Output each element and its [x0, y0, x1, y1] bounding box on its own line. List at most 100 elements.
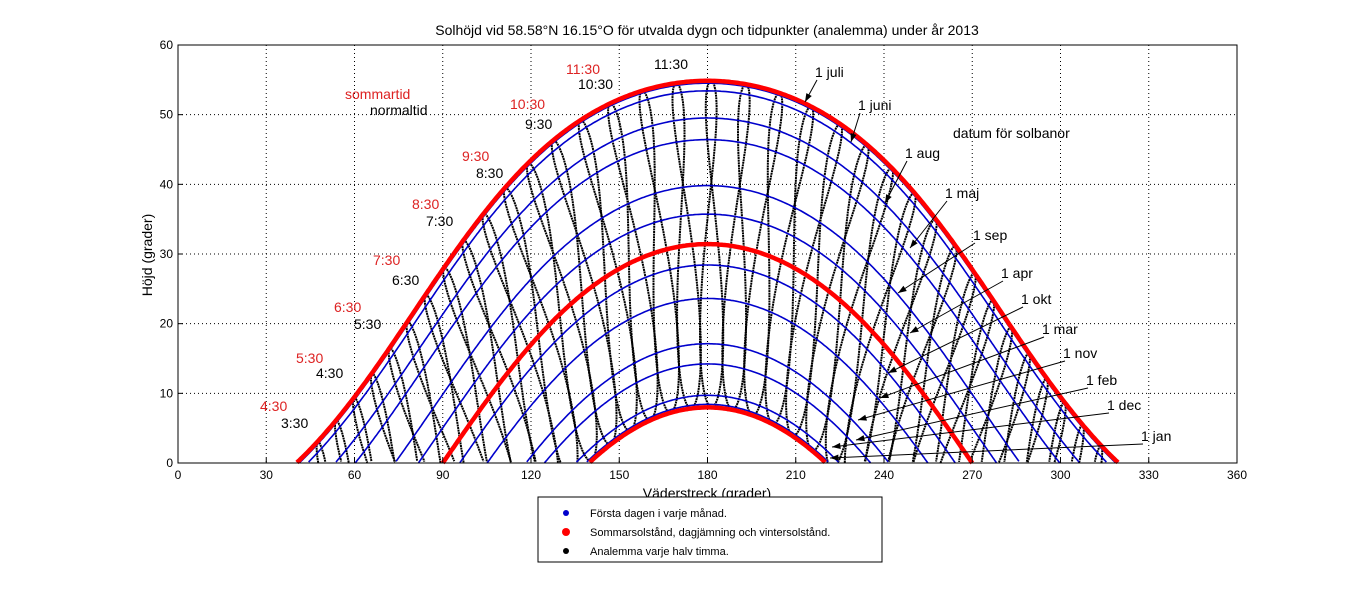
x-tick-label: 300 [1050, 468, 1070, 482]
sun-path-dagjämning [440, 241, 975, 465]
sun-path-sommarsolstånd [295, 78, 1120, 465]
x-tick-label: 150 [609, 468, 629, 482]
arrow-head-icon [830, 454, 839, 461]
normaltid-time-label: 7:30 [426, 213, 453, 229]
arrow-head-icon [850, 133, 857, 142]
normaltid-time-label: 8:30 [476, 165, 503, 181]
date-arrow [829, 443, 1144, 459]
x-tick-label: 210 [786, 468, 806, 482]
y-tick-label: 50 [160, 108, 174, 122]
sun-path-1-sep [395, 184, 1020, 462]
legend-label-analemma: Analemma varje halv timma. [590, 546, 729, 558]
normaltid-time-label: 9:30 [525, 116, 552, 132]
sommartid-time-label: 11:30 [566, 61, 600, 77]
sommartid-time-label: 9:30 [462, 148, 489, 164]
analemma-20-00 [1070, 423, 1085, 463]
x-tick-label: 180 [697, 468, 717, 482]
analemma-17-00 [912, 272, 977, 463]
date-arrow [855, 387, 1089, 441]
x-tick-label: 120 [521, 468, 541, 482]
y-tick-label: 20 [160, 317, 174, 331]
sun-path-1-okt [459, 264, 956, 464]
arrow-head-icon [856, 435, 865, 442]
sun-path-1-jan [586, 403, 829, 463]
sommartid-time-label: 10:30 [510, 96, 545, 112]
date-arrow [909, 200, 948, 249]
sun-path-1-dec [575, 394, 840, 463]
sun-path-1-juni [308, 89, 1107, 463]
analemma-7-00 [442, 266, 512, 463]
sun-path-vintersolstånd [588, 405, 827, 464]
legend: Första dagen i varje månad. Sommarsolstå… [537, 496, 883, 563]
sommartid-time-label: 5:30 [296, 350, 323, 366]
x-tick-label: 270 [962, 468, 982, 482]
date-arrow [897, 242, 976, 294]
date-label: 1 dec [1107, 397, 1141, 413]
annotations: sommartidnormaltid4:305:306:307:308:309:… [260, 56, 1171, 461]
legend-label-solstice: Sommarsolstånd, dagjämning och vintersol… [590, 527, 830, 539]
arrow-head-icon [888, 366, 897, 373]
normaltid-time-label: 5:30 [354, 316, 381, 332]
legend-box [537, 496, 883, 563]
date-label: 1 juli [815, 64, 844, 80]
analemma-15-30 [843, 191, 917, 463]
arrow-head-icon [910, 326, 919, 333]
sommartid-label: sommartid [345, 86, 410, 102]
arrow-head-icon [880, 392, 889, 398]
analemma-5-00 [369, 372, 397, 463]
date-label: 1 jan [1141, 428, 1171, 444]
date-label: 1 aug [905, 145, 940, 161]
sun-path-1-aug [335, 117, 1080, 463]
y-tick-label: 40 [160, 177, 174, 191]
date-label: 1 mar [1042, 321, 1078, 337]
date-arrow [857, 360, 1066, 421]
normaltid-label: normaltid [370, 102, 428, 118]
x-tick-label: 30 [260, 468, 274, 482]
sun-path-1-maj [354, 138, 1061, 464]
date-label: 1 apr [1001, 265, 1033, 281]
y-tick-label: 60 [160, 38, 174, 52]
analemma-9-30 [550, 139, 618, 446]
analemma-8-30 [502, 186, 579, 463]
arrow-head-icon [898, 285, 907, 293]
arrow-head-icon [885, 194, 892, 203]
date-label: 1 maj [945, 185, 979, 201]
x-tick-label: 90 [436, 468, 450, 482]
sommartid-time-label: 8:30 [412, 196, 439, 212]
arrow-head-icon [910, 239, 918, 248]
date-label: 1 juni [858, 97, 891, 113]
y-axis-label: Höjd (grader) [139, 214, 155, 296]
arrow-head-icon [858, 414, 867, 421]
analemma-16-00 [864, 218, 938, 462]
normaltid-time-label: 6:30 [392, 272, 419, 288]
arrow-head-icon [832, 442, 841, 450]
date-label: 1 nov [1063, 345, 1097, 361]
x-tick-label: 360 [1227, 468, 1247, 482]
plot-curves [295, 78, 1120, 465]
legend-marker-month [563, 510, 569, 516]
date-labels-title: datum för solbanor [953, 125, 1070, 141]
y-tick-label: 0 [166, 456, 173, 470]
date-arrow [887, 306, 1024, 374]
x-tick-label: 60 [348, 468, 362, 482]
sommartid-time-label: 7:30 [373, 252, 400, 268]
normaltid-time-label: 3:30 [281, 415, 308, 431]
legend-marker-solstice [562, 528, 570, 536]
analemma-5-30 [387, 346, 426, 462]
analemma-15-00 [824, 166, 894, 463]
legend-marker-analemma [563, 548, 569, 554]
sun-path-1-apr [417, 213, 998, 464]
legend-label-month: Första dagen i varje månad. [590, 508, 727, 520]
y-tick-label: 30 [160, 247, 174, 261]
date-label: 1 okt [1021, 291, 1051, 307]
date-arrow [879, 336, 1045, 399]
sommartid-time-label: 4:30 [260, 398, 287, 414]
y-tick-label: 10 [160, 386, 174, 400]
analemma-4-30 [352, 396, 373, 463]
date-label: 1 sep [973, 227, 1007, 243]
date-arrow [831, 412, 1110, 448]
chart-title: Solhöjd vid 58.58°N 16.15°O för utvalda … [435, 22, 979, 38]
normaltid-time-label: 4:30 [316, 365, 343, 381]
arrow-head-icon [805, 93, 812, 102]
